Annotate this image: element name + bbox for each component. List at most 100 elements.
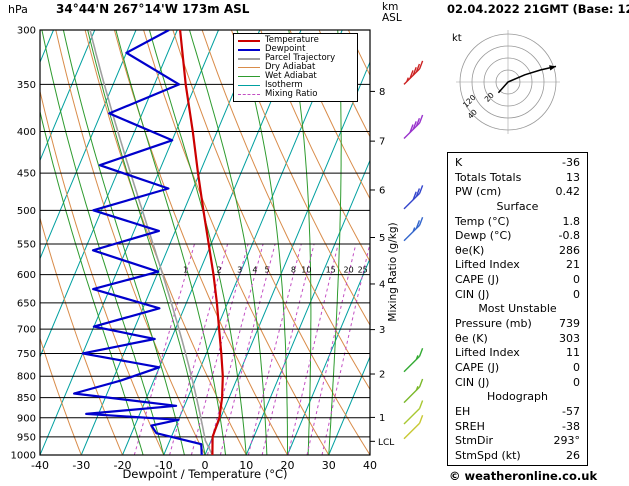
plot-border	[39, 29, 371, 456]
panel-row-value: 11	[566, 346, 580, 360]
panel-row-label: Dewp (°C)	[455, 229, 512, 243]
legend-box: Temperature Dewpoint Parcel Trajectory Dry …	[233, 33, 358, 102]
wind-barb	[403, 378, 424, 404]
svg-text:15: 15	[326, 266, 336, 275]
altitude-axis-unit-km: km	[382, 1, 399, 13]
legend-label: Dewpoint	[265, 44, 306, 54]
lcl-label: LCL	[378, 438, 394, 448]
legend-swatch	[238, 57, 260, 60]
panel-row-value: 286	[559, 243, 580, 257]
svg-text:3: 3	[237, 266, 242, 275]
legend-label: Parcel Trajectory	[265, 53, 336, 63]
svg-text:20: 20	[344, 266, 354, 275]
panel-row-pressure-mb: Pressure (mb) 739	[448, 317, 587, 330]
wind-barb	[403, 414, 424, 440]
panel-row-label: Lifted Index	[455, 346, 520, 360]
svg-text:-20: -20	[114, 459, 132, 472]
legend-item-isotherm: Isotherm	[238, 81, 353, 90]
panel-row-e-k: θe (K) 303	[448, 332, 587, 345]
legend-swatch	[238, 94, 260, 95]
svg-text:400: 400	[17, 127, 36, 138]
panel-row-label: SREH	[455, 419, 485, 433]
svg-text:-40: -40	[31, 459, 49, 472]
panel-row-stmdir: StmDir 293°	[448, 434, 587, 447]
wind-barb	[403, 347, 424, 373]
wind-barb	[403, 114, 424, 139]
svg-text:7: 7	[379, 137, 385, 148]
panel-row-value: 0	[573, 360, 580, 374]
panel-row-temp-c: Temp (°C) 1.8	[448, 215, 587, 228]
legend-label: Wet Adiabat	[265, 71, 317, 81]
legend-label: Mixing Ratio	[265, 89, 318, 99]
legend-swatch	[238, 85, 260, 86]
svg-text:2: 2	[379, 370, 385, 381]
panel-row-value: 26	[566, 448, 580, 462]
svg-text:350: 350	[17, 80, 36, 91]
altitude-axis-unit-asl: ASL	[382, 12, 402, 24]
hodograph-azimuth-label: 120	[461, 93, 478, 110]
svg-text:3: 3	[379, 325, 385, 336]
hodograph-ring	[495, 69, 521, 95]
altitude-axis-unit: km ASL	[382, 2, 402, 24]
panel-row-value: -36	[562, 156, 580, 169]
legend-item-parcel-trajectory: Parcel Trajectory	[238, 54, 353, 63]
panel-row-label: StmSpd (kt)	[455, 448, 521, 462]
svg-text:10: 10	[239, 459, 253, 472]
svg-text:450: 450	[17, 169, 36, 180]
legend-item-wet-adiabat: Wet Adiabat	[238, 72, 353, 81]
hodograph-ring	[471, 45, 545, 119]
panel-row-label: Temp (°C)	[455, 214, 510, 228]
svg-text:850: 850	[17, 393, 36, 404]
svg-text:650: 650	[17, 298, 36, 309]
hodograph-trace	[497, 65, 557, 94]
wind-barb	[403, 60, 424, 85]
svg-text:550: 550	[17, 240, 36, 251]
panel-section-header-hodograph: Hodograph	[487, 390, 548, 404]
svg-text:1000: 1000	[11, 451, 36, 462]
svg-text:30: 30	[322, 459, 336, 472]
svg-text:25: 25	[358, 266, 368, 275]
wind-barbs	[403, 60, 424, 440]
x-axis-title: Dewpoint / Temperature (°C)	[122, 467, 288, 481]
panel-row-value: 0	[573, 287, 580, 301]
panel-row-stmspd-kt: StmSpd (kt) 26	[448, 449, 587, 462]
copyright-text: © weatheronline.co.uk	[449, 469, 598, 483]
svg-text:750: 750	[17, 349, 36, 360]
svg-text:6: 6	[379, 186, 385, 197]
svg-text:1: 1	[183, 266, 188, 275]
svg-text:0: 0	[202, 459, 209, 472]
panel-row-label: CIN (J)	[455, 375, 490, 389]
panel-row-value: 0	[573, 375, 580, 389]
wind-barb	[403, 400, 424, 425]
legend-label: Temperature	[265, 35, 319, 45]
panel-row-eh: EH -57	[448, 405, 587, 418]
svg-text:8: 8	[379, 87, 385, 98]
svg-text:1: 1	[379, 413, 385, 424]
panel-row-cin-j: CIN (J) 0	[448, 376, 587, 389]
panel-row-value: -57	[562, 404, 580, 418]
legend-swatch	[238, 48, 260, 51]
panel-row-sreh: SREH -38	[448, 420, 587, 433]
datetime-title: 02.04.2022 21GMT (Base: 12)	[447, 2, 629, 16]
panel-row-label: StmDir	[455, 434, 494, 448]
panel-row-value: 21	[566, 258, 580, 272]
svg-text:5: 5	[379, 233, 385, 244]
mixing-ratio-axis-title: Mixing Ratio (g/kg)	[387, 222, 399, 321]
panel-row-value: 1.8	[562, 214, 581, 228]
legend-label: Isotherm	[265, 80, 303, 90]
svg-text:2: 2	[216, 266, 221, 275]
hodograph-unit-label: kt	[452, 33, 462, 44]
panel-row-label: K	[455, 156, 463, 169]
panel-row-label: Totals Totals	[455, 170, 522, 184]
panel-row-label: θe(K)	[455, 243, 485, 257]
svg-text:800: 800	[17, 372, 36, 383]
panel-row-cin-j: CIN (J) 0	[448, 288, 587, 301]
svg-text:300: 300	[17, 26, 36, 37]
legend-swatch	[238, 76, 260, 77]
hodograph-ring	[459, 33, 557, 131]
wind-barb	[403, 216, 424, 242]
panel-row-e-k: θe(K) 286	[448, 244, 587, 257]
legend-item-temperature: Temperature	[238, 36, 353, 45]
